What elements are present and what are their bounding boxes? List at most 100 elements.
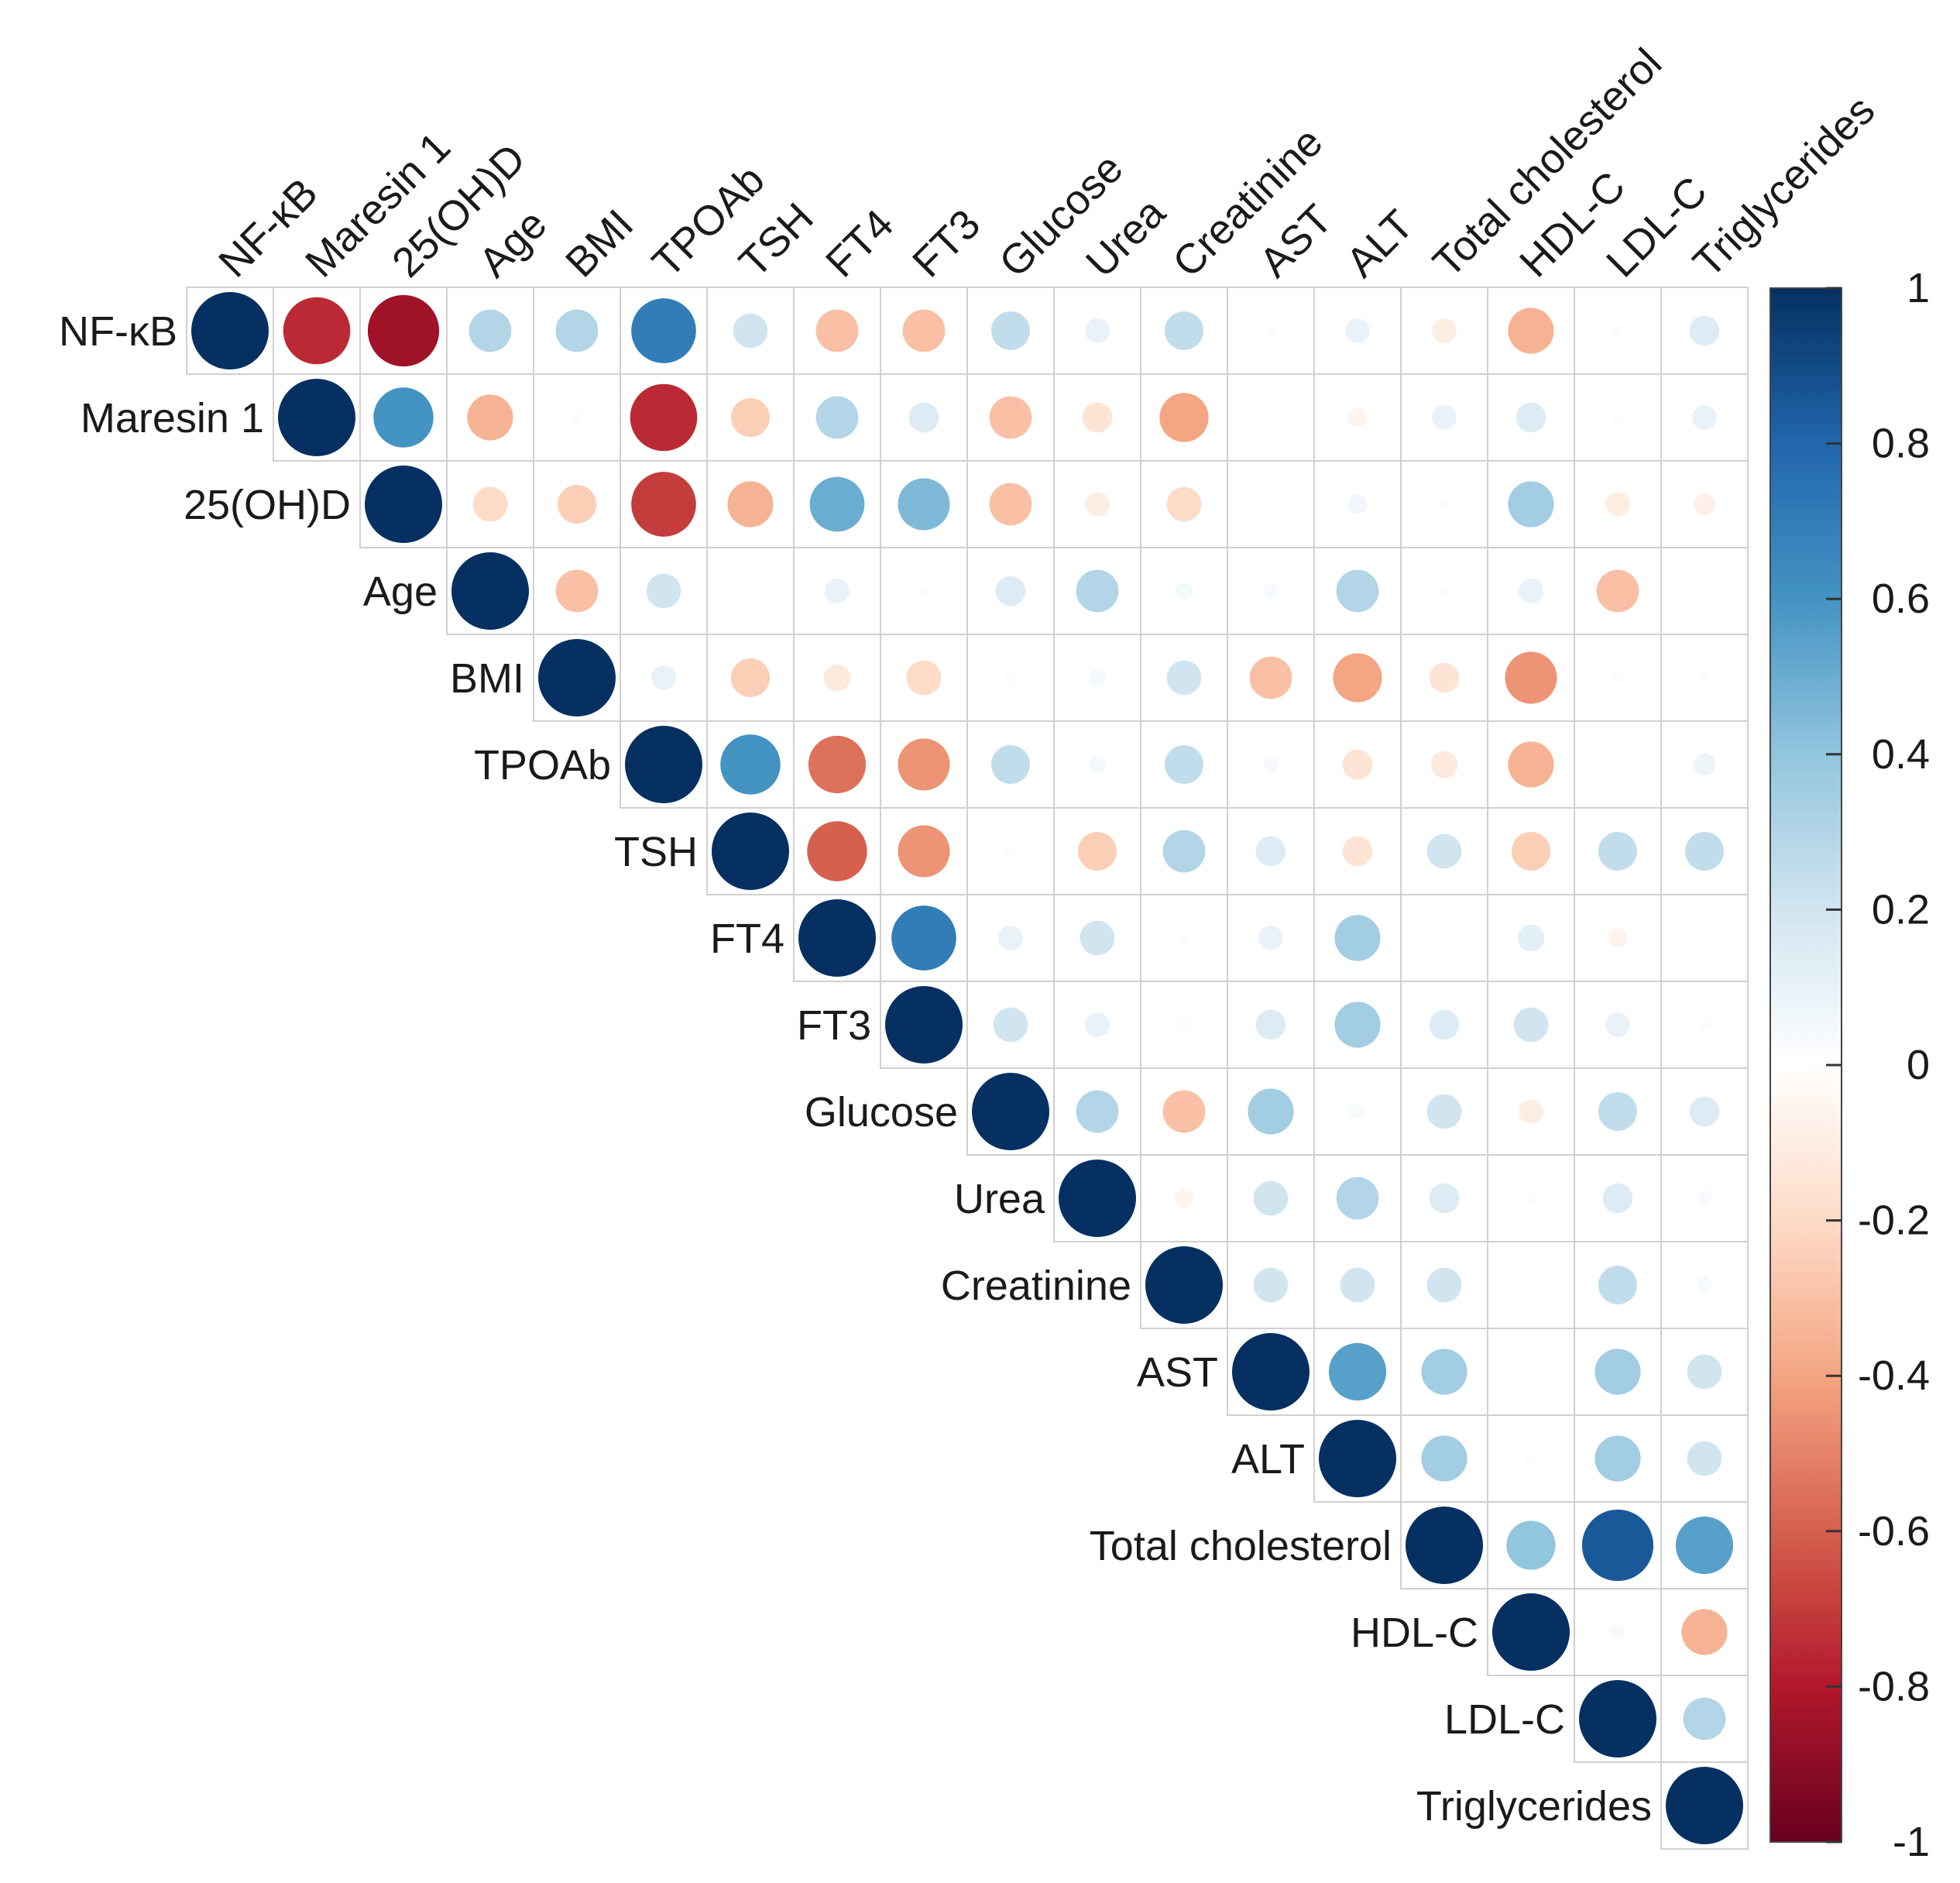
correlation-circle-maresin-1-hdl-c — [1515, 402, 1546, 433]
row-label-alt: ALT — [1231, 1436, 1305, 1483]
colorbar-ticks: 1 0.8 0.6 0.4 0.2 0 -0.2 -0.4 -0.6 -0.8 -1 — [1826, 265, 1930, 1865]
row-label-nf-b: NF-κB — [59, 308, 177, 355]
correlation-circle-glucose-triglycerides — [1689, 1096, 1720, 1127]
correlation-circle-ft3-hdl-c — [1513, 1007, 1549, 1043]
row-label-tpoab: TPOAb — [474, 742, 611, 789]
correlation-circle-glucose-alt — [1350, 1104, 1365, 1119]
matrix-cell — [1574, 1414, 1662, 1503]
correlation-circle-tsh-tsh — [712, 813, 789, 890]
correlation-circle-nf-b-triglycerides — [1689, 315, 1720, 346]
correlation-circle-25-oh-d-tpoab — [631, 472, 696, 537]
correlation-circle-ast-total-cholesterol — [1421, 1349, 1467, 1395]
correlation-circle-tpoab-ast — [1263, 757, 1279, 772]
correlation-circle-glucose-ast — [1248, 1088, 1294, 1135]
correlation-circle-ft3-creatinine — [1178, 1019, 1190, 1031]
colorbar-tick-label: -0.6 — [1858, 1508, 1930, 1555]
correlation-circle-age-urea — [1076, 569, 1119, 613]
correlation-circle-urea-total-cholesterol — [1429, 1183, 1460, 1214]
correlation-circle-nf-b-ft3 — [902, 309, 946, 352]
row-label-hdl-c: HDL-C — [1351, 1610, 1478, 1656]
correlation-circle-nf-b-nf-b — [191, 292, 269, 369]
correlation-circle-maresin-1-age — [467, 394, 513, 441]
correlation-circle-bmi-ast — [1249, 656, 1292, 699]
correlation-circle-maresin-1-urea — [1082, 402, 1113, 433]
column-label-ft4: FT4 — [817, 201, 902, 286]
correlation-circle-ft3-urea — [1085, 1012, 1110, 1037]
correlation-circle-age-ast — [1263, 583, 1279, 599]
correlation-circle-nf-b-ast — [1265, 325, 1277, 337]
correlation-circle-nf-b-bmi — [555, 309, 599, 352]
correlation-circle-tsh-glucose — [1004, 845, 1017, 857]
correlation-circle-age-age — [451, 552, 529, 630]
correlation-circle-bmi-hdl-c — [1505, 651, 1557, 704]
matrix-cells — [186, 287, 1749, 1850]
correlation-circle-creatinine-ast — [1253, 1267, 1289, 1303]
correlation-circle-25-oh-d-25-oh-d — [365, 466, 442, 543]
colorbar-tick-label: 0.6 — [1872, 576, 1930, 622]
correlation-circle-tpoab-triglycerides — [1693, 753, 1716, 776]
correlation-circle-bmi-tpoab — [651, 665, 676, 690]
correlation-circle-tsh-ft3 — [898, 825, 950, 878]
correlation-circle-glucose-glucose — [972, 1073, 1049, 1150]
correlation-circle-ldl-c-triglycerides — [1683, 1697, 1726, 1740]
correlation-circle-maresin-1-ft4 — [815, 396, 859, 439]
correlation-circle-bmi-ft3 — [906, 660, 942, 696]
colorbar-tick-label: 1 — [1907, 265, 1930, 311]
correlation-circle-age-ft4 — [825, 579, 850, 603]
correlation-circle-alt-ldl-c — [1594, 1435, 1641, 1482]
correlation-circle-tpoab-alt — [1342, 749, 1373, 780]
correlation-circle-ast-triglycerides — [1687, 1354, 1722, 1390]
column-label-alt: ALT — [1337, 201, 1423, 287]
matrix-cell — [1313, 287, 1402, 375]
matrix-cell — [1487, 1328, 1575, 1416]
correlation-circle-tpoab-tpoab — [625, 726, 702, 803]
correlation-circle-urea-hdl-c — [1525, 1192, 1537, 1204]
correlation-circle-glucose-ldl-c — [1598, 1092, 1637, 1131]
correlation-circle-bmi-total-cholesterol — [1429, 662, 1460, 693]
correlation-circle-tsh-triglycerides — [1685, 832, 1724, 871]
row-label-ft4: FT4 — [710, 916, 784, 962]
correlation-circle-nf-b-ft4 — [815, 309, 859, 352]
correlation-circle-alt-alt — [1319, 1420, 1396, 1497]
correlation-circle-maresin-1-tsh — [731, 398, 770, 437]
correlation-circle-maresin-1-bmi — [571, 411, 583, 424]
colorbar: 1 0.8 0.6 0.4 0.2 0 -0.2 -0.4 -0.6 -0.8 -1 — [1769, 265, 1930, 1865]
correlation-circle-tpoab-hdl-c — [1508, 741, 1554, 788]
correlation-circle-tsh-urea — [1078, 832, 1117, 871]
row-label-creatinine: Creatinine — [941, 1263, 1131, 1309]
correlation-circle-nf-b-alt — [1345, 318, 1370, 343]
correlation-circle-tpoab-total-cholesterol — [1430, 751, 1458, 778]
correlation-circle-bmi-creatinine — [1166, 660, 1202, 696]
correlation-circle-total-cholesterol-ldl-c — [1581, 1509, 1654, 1582]
correlation-circle-tpoab-glucose — [991, 745, 1030, 784]
correlation-circle-tsh-creatinine — [1162, 830, 1206, 873]
correlation-circle-age-hdl-c — [1519, 579, 1543, 603]
row-label-tsh: TSH — [614, 829, 698, 875]
correlation-circle-nf-b-urea — [1085, 318, 1110, 343]
correlation-circle-tsh-ft4 — [807, 821, 867, 881]
matrix-cell — [1400, 894, 1488, 982]
correlation-circle-25-oh-d-bmi — [558, 485, 596, 524]
correlation-circle-age-ldl-c — [1596, 569, 1639, 613]
correlation-circle-age-creatinine — [1175, 582, 1193, 600]
correlation-circle-ft4-ft3 — [891, 905, 956, 971]
correlation-circle-maresin-1-tpoab — [630, 383, 698, 452]
correlation-circle-age-ft3 — [918, 585, 930, 597]
correlation-circle-age-tpoab — [646, 573, 681, 609]
correlation-circle-creatinine-total-cholesterol — [1426, 1267, 1462, 1303]
correlation-circle-ft4-urea — [1080, 920, 1115, 956]
correlation-circle-25-oh-d-urea — [1085, 492, 1110, 517]
correlation-circle-tpoab-urea — [1088, 755, 1107, 774]
correlation-circle-nf-b-age — [469, 309, 512, 352]
correlation-circle-urea-urea — [1059, 1160, 1136, 1237]
correlation-circle-age-alt — [1336, 569, 1379, 613]
correlation-circle-25-oh-d-ldl-c — [1605, 492, 1630, 517]
matrix-cell — [1660, 894, 1749, 982]
correlation-circle-25-oh-d-alt — [1347, 494, 1368, 514]
correlation-circle-bmi-alt — [1333, 653, 1382, 703]
correlation-circle-ft4-alt — [1334, 915, 1381, 961]
correlation-circle-ft3-ldl-c — [1605, 1012, 1630, 1037]
colorbar-tick-label: 0 — [1907, 1042, 1930, 1088]
correlation-circle-maresin-1-maresin-1 — [278, 379, 355, 456]
